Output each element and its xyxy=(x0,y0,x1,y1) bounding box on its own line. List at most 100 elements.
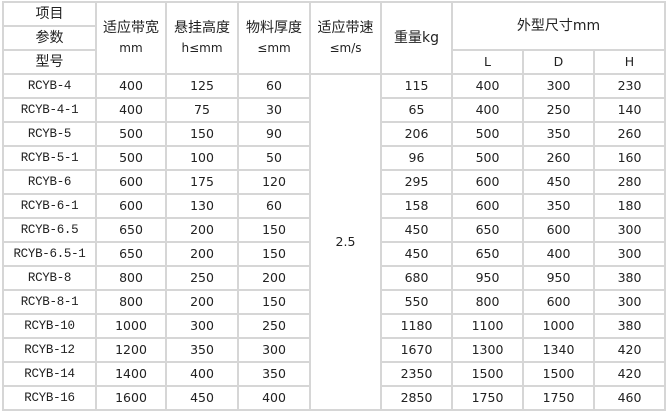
cell-height: 200 xyxy=(165,241,239,267)
cell-weight: 2850 xyxy=(380,385,453,411)
table-row: RCYB-8-1 800 200 150 550 800 600 300 xyxy=(2,289,666,315)
cell-height: 200 xyxy=(165,217,239,243)
cell-width: 400 xyxy=(95,73,167,99)
cell-thickness: 300 xyxy=(237,337,311,363)
header-belt-speed: 适应带速 ≤m/s xyxy=(309,1,382,75)
table-row: RCYB-12 1200 350 300 1670 1300 1340 420 xyxy=(2,337,666,363)
cell-weight: 65 xyxy=(380,97,453,123)
spec-table: 项目 适应带宽 mm 悬挂高度 h≤mm 物料厚度 ≤mm 适应带速 ≤m/s 重量kg… xyxy=(2,1,666,411)
cell-D: 600 xyxy=(522,289,595,315)
cell-L: 950 xyxy=(451,265,524,291)
cell-H: 300 xyxy=(593,241,666,267)
header-model: 型号 xyxy=(2,49,97,75)
table-row: RCYB-4 400 125 60 2.5 115 400 300 230 xyxy=(2,73,666,411)
header-belt-width: 适应带宽 mm xyxy=(95,1,167,75)
cell-model: RCYB-12 xyxy=(2,337,97,363)
table-row: RCYB-10 1000 300 250 1180 1100 1000 380 xyxy=(2,313,666,339)
cell-H: 260 xyxy=(593,121,666,147)
cell-height: 450 xyxy=(165,385,239,411)
header-hang-height: 悬挂高度 h≤mm xyxy=(165,1,239,75)
cell-D: 600 xyxy=(522,217,595,243)
cell-thickness: 150 xyxy=(237,289,311,315)
cell-H: 420 xyxy=(593,361,666,387)
cell-D: 260 xyxy=(522,145,595,171)
cell-width: 1600 xyxy=(95,385,167,411)
header-dimensions: 外型尺寸mm xyxy=(451,1,666,51)
header-label: 悬挂高度 xyxy=(174,20,230,36)
cell-model: RCYB-16 xyxy=(2,385,97,411)
table-row: RCYB-5 500 150 90 206 500 350 260 xyxy=(2,121,666,147)
table-row: RCYB-6.5-1 650 200 150 450 650 400 300 xyxy=(2,241,666,267)
cell-model: RCYB-14 xyxy=(2,361,97,387)
cell-weight: 115 xyxy=(380,73,453,99)
cell-height: 100 xyxy=(165,145,239,171)
cell-D: 250 xyxy=(522,97,595,123)
cell-height: 130 xyxy=(165,193,239,219)
cell-height: 175 xyxy=(165,169,239,195)
cell-weight: 96 xyxy=(380,145,453,171)
cell-H: 280 xyxy=(593,169,666,195)
cell-L: 1300 xyxy=(451,337,524,363)
cell-height: 350 xyxy=(165,337,239,363)
header-row-2: 参数 xyxy=(2,25,665,51)
cell-D: 450 xyxy=(522,169,595,195)
cell-L: 500 xyxy=(451,121,524,147)
cell-H: 160 xyxy=(593,145,666,171)
header-unit: h≤mm xyxy=(181,41,223,55)
cell-L: 650 xyxy=(451,241,524,267)
cell-height: 150 xyxy=(165,121,239,147)
cell-width: 800 xyxy=(95,265,167,291)
cell-model: RCYB-4-1 xyxy=(2,97,97,123)
cell-thickness: 350 xyxy=(237,361,311,387)
cell-model: RCYB-5-1 xyxy=(2,145,97,171)
cell-model: RCYB-6-1 xyxy=(2,193,97,219)
header-label: 适应带宽 xyxy=(103,20,159,36)
table-row: RCYB-8 800 250 200 680 950 950 380 xyxy=(2,265,666,291)
cell-D: 300 xyxy=(522,73,595,99)
cell-D: 400 xyxy=(522,241,595,267)
header-unit: ≤mm xyxy=(257,41,291,55)
table-row: RCYB-16 1600 450 400 2850 1750 1750 460 xyxy=(2,385,666,411)
cell-height: 75 xyxy=(165,97,239,123)
cell-H: 460 xyxy=(593,385,666,411)
cell-width: 800 xyxy=(95,289,167,315)
cell-model: RCYB-8 xyxy=(2,265,97,291)
cell-L: 650 xyxy=(451,217,524,243)
cell-thickness: 400 xyxy=(237,385,311,411)
cell-H: 380 xyxy=(593,313,666,339)
cell-D: 1750 xyxy=(522,385,595,411)
cell-width: 400 xyxy=(95,97,167,123)
cell-D: 1340 xyxy=(522,337,595,363)
cell-model: RCYB-6 xyxy=(2,169,97,195)
cell-weight: 206 xyxy=(380,121,453,147)
cell-L: 400 xyxy=(451,97,524,123)
belt-speed-value: 2.5 xyxy=(309,73,382,411)
cell-height: 250 xyxy=(165,265,239,291)
cell-model: RCYB-6.5 xyxy=(2,217,97,243)
cell-L: 500 xyxy=(451,145,524,171)
header-weight: 重量kg xyxy=(380,1,453,75)
cell-L: 1500 xyxy=(451,361,524,387)
cell-height: 200 xyxy=(165,289,239,315)
cell-L: 1750 xyxy=(451,385,524,411)
cell-weight: 450 xyxy=(380,217,453,243)
cell-thickness: 90 xyxy=(237,121,311,147)
cell-height: 400 xyxy=(165,361,239,387)
cell-H: 230 xyxy=(593,73,666,99)
cell-weight: 450 xyxy=(380,241,453,267)
cell-width: 650 xyxy=(95,241,167,267)
cell-thickness: 120 xyxy=(237,169,311,195)
cell-weight: 680 xyxy=(380,265,453,291)
cell-width: 1200 xyxy=(95,337,167,363)
cell-thickness: 150 xyxy=(237,241,311,267)
cell-weight: 1670 xyxy=(380,337,453,363)
cell-H: 380 xyxy=(593,265,666,291)
header-label: 适应带速 xyxy=(317,20,374,36)
cell-width: 500 xyxy=(95,145,167,171)
table-row: RCYB-14 1400 400 350 2350 1500 1500 420 xyxy=(2,361,666,387)
cell-weight: 295 xyxy=(380,169,453,195)
table-row: RCYB-4-1 400 75 30 65 400 250 140 xyxy=(2,97,666,123)
cell-thickness: 250 xyxy=(237,313,311,339)
cell-weight: 1180 xyxy=(380,313,453,339)
header-unit: mm xyxy=(119,41,143,55)
